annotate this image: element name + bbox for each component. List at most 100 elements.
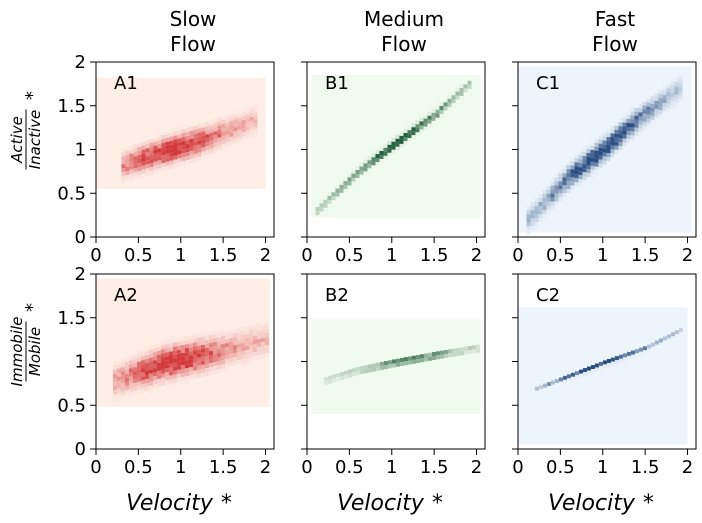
heatmap-cell <box>181 353 185 357</box>
y-tick-label: 2 <box>75 264 86 285</box>
heatmap-cell <box>213 350 217 354</box>
heatmap-cell <box>253 336 257 340</box>
heatmap-cell <box>201 341 205 345</box>
heatmap-cell <box>173 375 177 379</box>
heatmap-cell <box>670 93 674 97</box>
heatmap-cell <box>427 116 431 120</box>
heatmap-cell <box>221 140 225 144</box>
heatmap-cell <box>125 382 129 386</box>
heatmap-cell <box>141 368 145 372</box>
heatmap-cell <box>622 119 626 123</box>
heatmap-cell <box>133 375 137 379</box>
heatmap-cell <box>348 370 352 374</box>
x-tick-label: 0.5 <box>546 457 575 478</box>
heatmap-cell <box>185 128 189 132</box>
heatmap-cell <box>197 358 201 362</box>
heatmap-cell <box>201 373 205 377</box>
heatmap-cell <box>189 347 193 351</box>
heatmap-cell <box>443 98 447 102</box>
heatmap-cell <box>121 367 125 371</box>
heatmap-cell <box>133 152 137 156</box>
heatmap-cell <box>153 348 157 352</box>
heatmap-cell <box>538 202 542 206</box>
heatmap-cell <box>562 173 566 177</box>
heatmap-cell <box>336 377 340 381</box>
heatmap-cell <box>173 140 177 144</box>
heatmap-cell <box>547 382 551 386</box>
heatmap-cell <box>173 351 177 355</box>
heatmap-cell <box>197 153 201 157</box>
heatmap-cell <box>173 128 177 132</box>
heatmap-cell <box>403 141 407 145</box>
heatmap-cell <box>566 161 570 165</box>
heatmap-cell <box>439 102 443 106</box>
heatmap-cell <box>161 151 165 155</box>
heatmap-cell <box>201 353 205 357</box>
heatmap-cell <box>619 355 623 359</box>
heatmap-cell <box>189 355 193 359</box>
heatmap-cell <box>526 210 530 214</box>
heatmap-cell <box>642 118 646 122</box>
heatmap-cell <box>558 189 562 193</box>
heatmap-cell <box>121 164 125 168</box>
heatmap-cell <box>618 146 622 150</box>
heatmap-cell <box>189 135 193 139</box>
heatmap-cell <box>674 78 678 82</box>
heatmap-cell <box>121 375 125 379</box>
heatmap-cell <box>173 383 177 387</box>
heatmap-cell <box>197 338 201 342</box>
heatmap-cell <box>197 354 201 358</box>
heatmap-cell <box>169 351 173 355</box>
heatmap-cell <box>352 368 356 372</box>
heatmap-cell <box>177 358 181 362</box>
heatmap-cell <box>133 363 137 367</box>
heatmap-cell <box>582 164 586 168</box>
heatmap-cell <box>153 344 157 348</box>
heatmap-cell <box>595 367 599 371</box>
heatmap-cell <box>650 120 654 124</box>
heatmap-cell <box>197 366 201 370</box>
heatmap-cell <box>587 371 591 375</box>
heatmap-cell <box>229 330 233 334</box>
heatmap-cell <box>542 206 546 210</box>
heatmap-cell <box>145 371 149 375</box>
heatmap-cell <box>666 92 670 96</box>
heatmap-cell <box>153 384 157 388</box>
heatmap-cell <box>431 109 435 113</box>
heatmap-cell <box>225 339 229 343</box>
heatmap-cell <box>177 370 181 374</box>
heatmap-cell <box>181 365 185 369</box>
heatmap-cell <box>253 111 257 115</box>
heatmap-cell <box>221 132 225 136</box>
heatmap-cell <box>205 336 209 340</box>
heatmap-cell <box>642 126 646 130</box>
heatmap-cell <box>606 133 610 137</box>
heatmap-cell <box>650 116 654 120</box>
x-tick-label: 2 <box>682 457 693 478</box>
heatmap-cell <box>205 122 209 126</box>
heatmap-cell <box>658 102 662 106</box>
heatmap-cell <box>670 85 674 89</box>
heatmap-cell <box>654 109 658 113</box>
heatmap-cell <box>674 94 678 98</box>
heatmap-cell <box>169 359 173 363</box>
panel-label: C1 <box>536 73 560 94</box>
heatmap-cell <box>205 348 209 352</box>
heatmap-cell <box>654 105 658 109</box>
heatmap-cell <box>534 214 538 218</box>
heatmap-cell <box>347 177 351 181</box>
x-tick-label: 0 <box>90 457 101 478</box>
heatmap-cell <box>145 144 149 148</box>
heatmap-cell <box>185 152 189 156</box>
heatmap-cell <box>538 210 542 214</box>
heatmap-cell <box>356 371 360 375</box>
heatmap-cell <box>626 131 630 135</box>
heatmap-cell <box>129 178 133 182</box>
heatmap-cell <box>173 343 177 347</box>
heatmap-cell <box>129 162 133 166</box>
heatmap-cell <box>253 352 257 356</box>
heatmap-cell <box>169 363 173 367</box>
heatmap-cell <box>181 357 185 361</box>
heatmap-cell <box>229 121 233 125</box>
heatmap-cell <box>610 137 614 141</box>
